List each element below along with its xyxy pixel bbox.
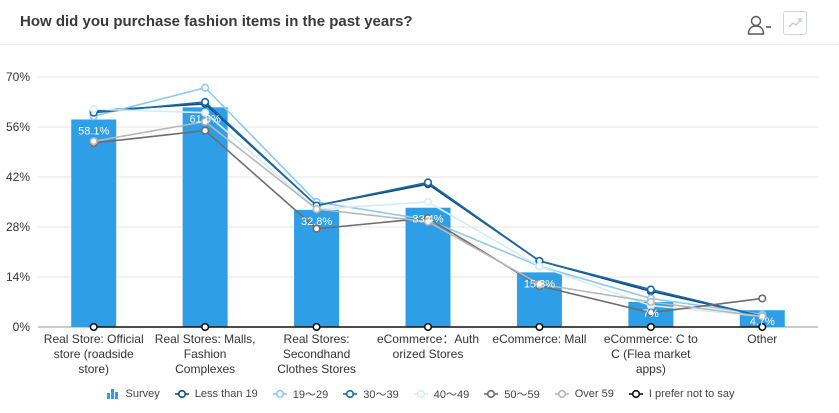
legend-item[interactable]: 50〜59	[483, 386, 540, 402]
legend-swatch	[628, 389, 643, 399]
data-label: 58.1%	[78, 126, 109, 138]
user-icon[interactable]	[747, 14, 773, 36]
legend-swatch	[484, 389, 499, 399]
series-point[interactable]	[758, 322, 767, 332]
series-point[interactable]	[312, 224, 321, 233]
series-point[interactable]	[646, 285, 655, 294]
series-point[interactable]	[758, 312, 767, 321]
series-point[interactable]	[312, 322, 321, 332]
data-label: 61.5%	[190, 113, 221, 125]
x-tick-label: eCommerce: C to C (Flea market apps)	[604, 332, 698, 376]
legend-swatch	[343, 389, 358, 399]
series-point[interactable]	[535, 280, 544, 289]
y-tick-label: 56%	[6, 120, 30, 134]
trend-chart-icon	[788, 18, 802, 28]
x-tick-label: Real Store: Official store (roadside store…	[44, 332, 144, 376]
series-point[interactable]	[646, 297, 655, 307]
legend-swatch	[413, 389, 428, 399]
series-point[interactable]	[758, 294, 767, 303]
series-point[interactable]	[89, 105, 98, 114]
series-point[interactable]	[89, 137, 98, 146]
series-point[interactable]	[423, 322, 433, 332]
chart: 0% 14% 28% 42% 56% 70% Real Store: Official sto…	[6, 70, 818, 376]
legend-label: Survey	[125, 388, 160, 400]
legend-label: Over 59	[574, 388, 614, 400]
legend-item[interactable]: Survey	[105, 388, 160, 400]
bar[interactable]	[71, 119, 117, 328]
legend-item[interactable]: Less than 19	[174, 388, 258, 400]
data-label: 7%	[643, 308, 659, 320]
legend-label: 19〜29	[292, 389, 329, 401]
header-divider	[0, 44, 839, 45]
x-tick-label: Real Stores: Secondhand Clothes Stores	[277, 332, 356, 376]
legend-item[interactable]: 30〜39	[342, 386, 399, 402]
y-tick-label: 28%	[6, 220, 30, 234]
bar[interactable]	[182, 107, 228, 327]
y-tick-label: 42%	[6, 170, 30, 184]
series-point[interactable]	[423, 197, 433, 207]
series-point[interactable]	[201, 97, 210, 107]
series-point[interactable]	[423, 178, 433, 187]
legend-swatch	[174, 389, 189, 399]
legend-item[interactable]: 40〜49	[413, 386, 469, 402]
y-tick-label: 70%	[6, 70, 30, 84]
series-point[interactable]	[312, 205, 321, 214]
x-tick-label: Real Stores: Malls, Fashion Complexes	[155, 332, 256, 376]
series-point[interactable]	[646, 308, 655, 317]
legend-label: Less than 19	[194, 388, 258, 400]
series-point[interactable]	[646, 322, 655, 332]
x-tick-label: eCommerce: Mall	[492, 332, 586, 346]
series-point[interactable]	[201, 83, 210, 92]
series-point[interactable]	[201, 126, 210, 135]
legend-label: 50〜59	[504, 389, 540, 401]
y-tick-label: 0%	[13, 320, 31, 334]
series-point[interactable]	[201, 117, 210, 126]
legend: Survey Less than 19 19〜29 30〜39 40〜49 50〜59 Ov…	[0, 386, 839, 402]
legend-item[interactable]: Over 59	[554, 388, 614, 400]
page-title: How did you purchase fashion items in th…	[20, 13, 413, 30]
data-label: 32.8%	[301, 216, 332, 228]
x-tick-label: eCommerce：Auth orized Stores	[377, 332, 479, 361]
legend-label: I prefer not to say	[648, 388, 735, 400]
legend-swatch	[272, 389, 287, 399]
data-label: 4.7%	[750, 316, 775, 328]
series-point[interactable]	[535, 322, 544, 332]
legend-item[interactable]: 19〜29	[272, 386, 328, 402]
legend-swatch	[554, 389, 569, 399]
series-point[interactable]	[201, 108, 210, 117]
legend-swatch	[106, 389, 118, 399]
legend-item[interactable]: I prefer not to say	[628, 388, 735, 400]
x-tick-label: Other	[747, 332, 777, 346]
series-point[interactable]	[535, 262, 544, 271]
data-label: 15.3%	[524, 278, 555, 290]
series-point[interactable]	[201, 322, 210, 332]
legend-label: 30〜39	[363, 389, 399, 401]
data-label: 33.4%	[412, 214, 443, 226]
series-point[interactable]	[89, 322, 98, 332]
y-tick-label: 14%	[6, 270, 30, 284]
legend-label: 40〜49	[433, 389, 470, 401]
trend-chart-button[interactable]	[783, 11, 807, 35]
series-point[interactable]	[423, 217, 433, 226]
